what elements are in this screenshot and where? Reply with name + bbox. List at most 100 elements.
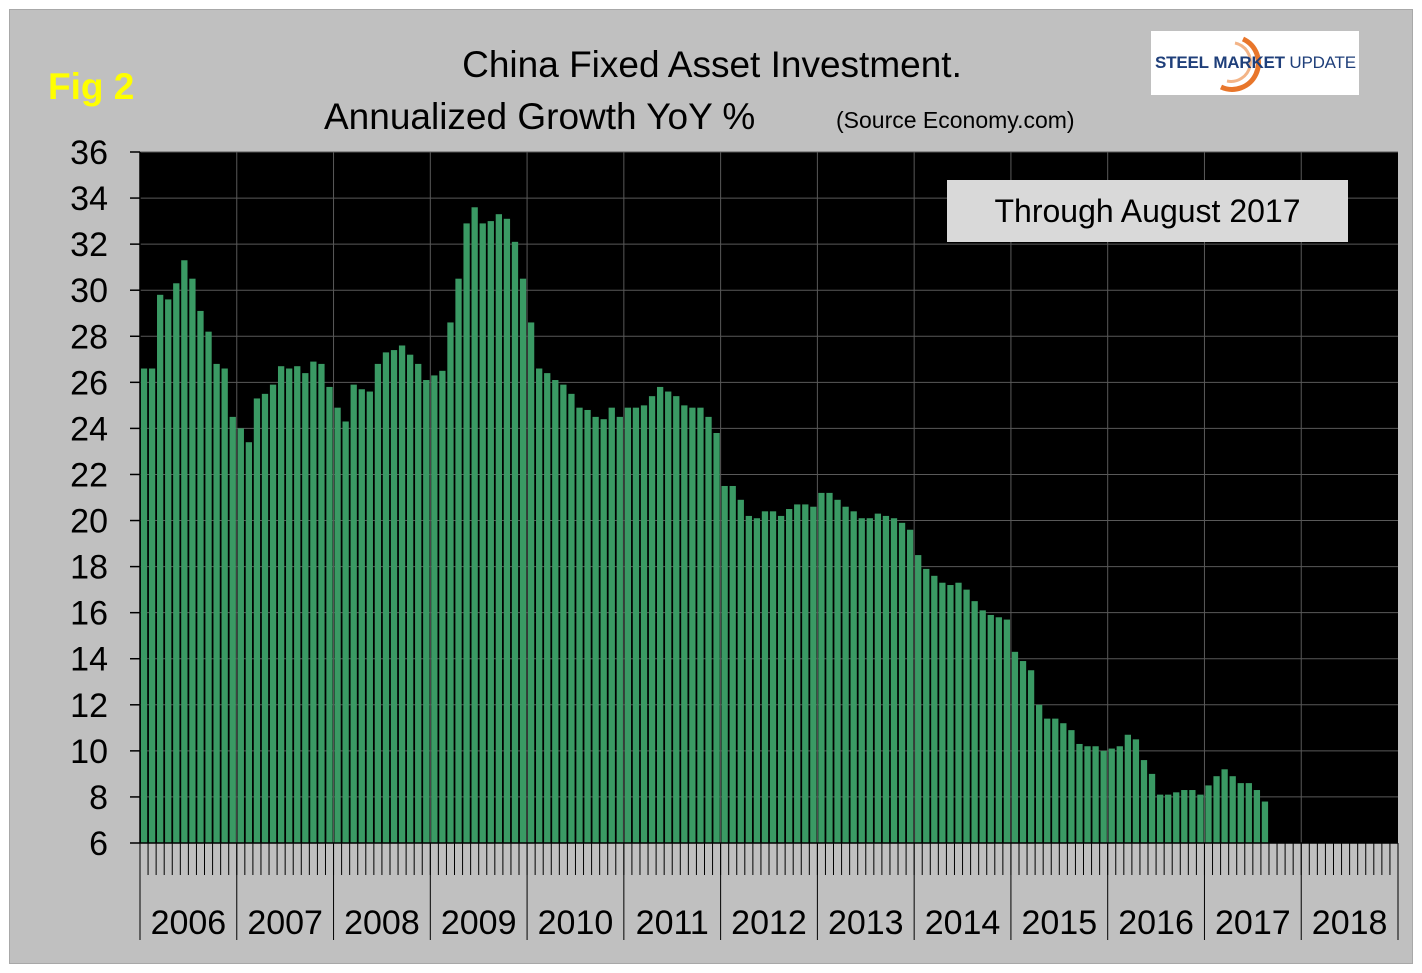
bar: [729, 485, 736, 843]
bar: [737, 499, 744, 843]
bar: [253, 398, 261, 843]
bar: [1229, 776, 1236, 843]
bar: [786, 509, 793, 843]
bar: [511, 241, 519, 843]
bar: [1076, 743, 1083, 843]
bar: [874, 513, 882, 843]
y-tick-label: 20: [70, 503, 108, 541]
bar: [1221, 769, 1228, 843]
bar: [197, 310, 204, 843]
bar: [1044, 718, 1051, 843]
y-tick-label: 12: [70, 687, 108, 725]
bar: [229, 416, 236, 843]
bar: [463, 223, 470, 844]
bar: [181, 260, 188, 843]
bar: [1036, 704, 1043, 843]
bar: [189, 278, 196, 843]
bar: [947, 585, 954, 843]
steel-market-update-logo: STEEL MARKET UPDATE: [1151, 31, 1359, 95]
bar: [173, 283, 180, 843]
bar: [1003, 619, 1011, 843]
chart-title-line1: China Fixed Asset Investment.: [462, 44, 962, 85]
bar: [955, 582, 962, 843]
bar: [890, 518, 898, 843]
bar: [576, 407, 583, 843]
y-tick-label: 34: [70, 180, 108, 218]
bar: [366, 391, 373, 843]
bar: [326, 386, 333, 843]
bar: [407, 354, 414, 843]
bar: [898, 522, 906, 843]
bar: [648, 396, 656, 843]
bar: [479, 223, 486, 844]
bar: [1253, 790, 1261, 843]
bar: [1261, 801, 1269, 843]
bar: [866, 518, 873, 843]
bar: [398, 345, 406, 843]
bar: [1019, 661, 1027, 843]
bar: [640, 405, 648, 843]
bar: [1084, 746, 1091, 843]
y-tick-label: 8: [89, 779, 108, 817]
bar: [810, 506, 817, 843]
bar: [624, 407, 632, 843]
bar: [471, 207, 478, 843]
bar: [794, 504, 801, 843]
logo-word-update: UPDATE: [1289, 53, 1356, 72]
y-tick-label: 26: [70, 364, 108, 402]
bar: [487, 221, 494, 844]
bar: [931, 575, 938, 843]
bar: [939, 582, 946, 843]
bar: [681, 405, 688, 843]
bar: [568, 393, 575, 843]
bar: [334, 407, 341, 843]
x-year-label: 2015: [1021, 904, 1097, 942]
bar: [213, 363, 220, 843]
bar: [560, 384, 567, 843]
bar: [689, 407, 696, 843]
y-tick-label: 22: [70, 456, 108, 494]
bar: [423, 380, 430, 843]
bar: [358, 389, 365, 843]
bar: [1165, 794, 1172, 843]
bar: [713, 433, 720, 843]
bar: [1060, 723, 1067, 843]
x-year-label: 2011: [636, 904, 709, 942]
bar: [205, 331, 212, 843]
x-year-label: 2006: [151, 904, 227, 942]
bar: [221, 368, 228, 843]
bar: [761, 511, 769, 843]
bar: [286, 368, 293, 843]
bar: [850, 511, 857, 843]
bar: [269, 384, 277, 843]
bar: [1140, 760, 1148, 843]
bar: [455, 278, 462, 843]
y-tick-label: 36: [70, 134, 108, 172]
x-year-label: 2012: [731, 904, 807, 942]
logo-word-steel: STEEL: [1155, 53, 1209, 72]
bar: [1132, 739, 1140, 843]
bar: [923, 568, 930, 843]
bar: [277, 366, 285, 843]
x-year-label: 2008: [344, 904, 420, 942]
y-tick-label: 16: [70, 595, 108, 633]
bar: [1245, 783, 1252, 843]
bar: [157, 294, 164, 844]
bar: [310, 361, 317, 843]
bar: [495, 214, 502, 843]
bar: [987, 614, 994, 843]
bar: [697, 407, 704, 843]
y-tick-label: 32: [70, 226, 108, 264]
bar: [447, 322, 454, 843]
x-year-label: 2010: [538, 904, 614, 942]
bar: [721, 485, 728, 843]
bar: [544, 373, 551, 843]
bar: [1173, 792, 1180, 843]
bar: [1052, 718, 1059, 843]
figure-label: Fig 2: [48, 66, 135, 107]
chart-source-note: (Source Economy.com): [836, 107, 1075, 133]
bar: [1011, 651, 1019, 843]
bar: [519, 278, 527, 843]
bar: [1116, 746, 1123, 843]
